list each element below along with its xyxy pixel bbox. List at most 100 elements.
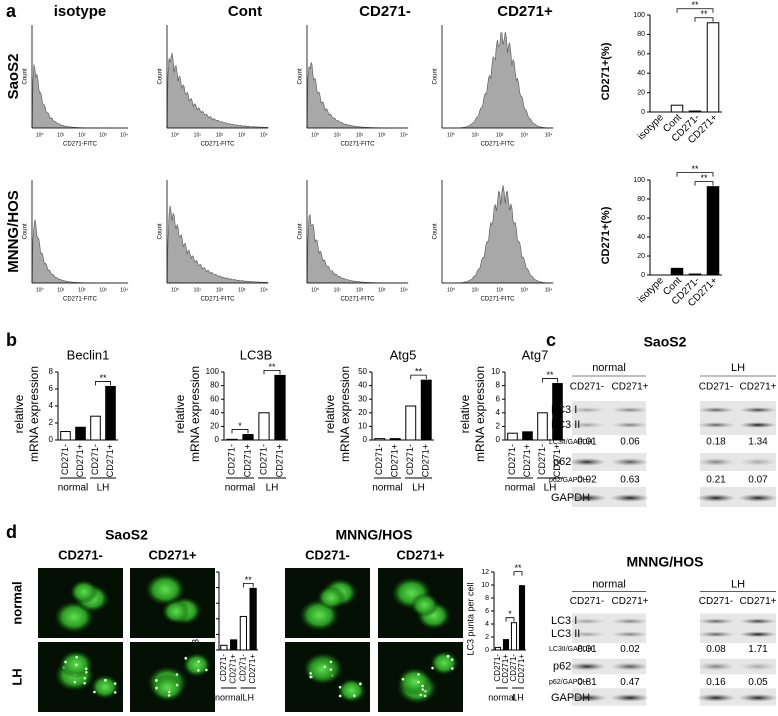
tick-label: 10³ — [238, 132, 246, 138]
tick-label: 10⁰ — [311, 287, 319, 293]
y-tick-label: 0 — [496, 435, 501, 444]
column-label: CD271+ — [396, 547, 444, 562]
y-tick-label: 8 — [496, 381, 501, 390]
histogram — [306, 62, 409, 129]
significance-label: ** — [691, 0, 699, 10]
axis-label: CD271-FITC — [340, 142, 375, 148]
x-tick-label: CD271+ — [390, 444, 400, 477]
x-tick-label: CD271+ — [75, 444, 85, 477]
column-label: CD271- — [58, 547, 103, 562]
y-axis-label: mRNA expression — [473, 366, 487, 462]
axis-label: Count — [433, 68, 439, 84]
y-tick-label: 10 — [491, 367, 500, 376]
ratio-label: LC3II/GAPDH — [549, 646, 593, 653]
tick-label: 10² — [496, 132, 504, 138]
y-tick-label: 60 — [210, 394, 219, 403]
x-tick-label: CD271- — [226, 444, 236, 475]
tick-label: 10¹ — [334, 287, 342, 293]
band — [697, 458, 735, 466]
band-label: LC3 I — [551, 404, 577, 416]
x-tick-label: CD271+ — [105, 444, 115, 477]
puncta — [83, 676, 87, 680]
lane-label: CD271- — [699, 382, 733, 393]
puncta — [338, 694, 342, 698]
blot-background — [572, 613, 646, 644]
axis-label: Count — [433, 223, 439, 239]
band — [567, 693, 607, 702]
axis-label: Count — [23, 223, 29, 239]
tick-label: 10² — [78, 287, 86, 293]
band — [739, 458, 777, 466]
y-tick-label: 80 — [637, 196, 645, 203]
lane-label: CD271+ — [612, 382, 649, 393]
group-label: LH — [412, 483, 425, 494]
y-tick-label: 20 — [210, 422, 219, 431]
tick-label: 10² — [496, 287, 504, 293]
blot-background — [572, 453, 646, 471]
bar — [537, 412, 548, 441]
puncta — [309, 675, 312, 679]
group-label: normal — [592, 579, 626, 591]
y-axis-label: relative — [323, 394, 337, 433]
tick-label: 10⁰ — [36, 132, 44, 138]
panel-label: c — [546, 330, 556, 350]
axis-label: Count — [158, 68, 164, 84]
axis-label: CD271-FITC — [480, 142, 515, 148]
blot-background — [700, 453, 776, 471]
y-tick-label: 40 — [637, 70, 645, 77]
axis-label: CD271-FITC — [480, 297, 515, 303]
ratio-value: 1.71 — [748, 644, 768, 655]
band — [738, 693, 778, 702]
puncta — [197, 669, 200, 672]
band — [568, 422, 606, 428]
y-axis-label: CD271+(%) — [600, 42, 612, 100]
tick-label: 10² — [78, 132, 86, 138]
puncta — [104, 679, 107, 682]
bar — [670, 267, 684, 276]
histogram — [306, 213, 409, 284]
band — [697, 422, 735, 428]
group-label: LH — [544, 483, 557, 494]
bar — [420, 379, 432, 441]
group-label: normal — [225, 483, 256, 494]
bar — [239, 615, 247, 651]
bar — [670, 104, 684, 113]
cell — [337, 678, 366, 703]
significance-label: ** — [245, 575, 253, 585]
panel-label: b — [6, 330, 17, 350]
y-tick-label: 6 — [485, 608, 489, 615]
band-label: LC3 I — [551, 615, 577, 627]
puncta — [175, 673, 179, 676]
tick-label: 10⁰ — [171, 287, 179, 293]
x-tick-label: CD271- — [405, 444, 415, 475]
group-label: normal — [58, 483, 89, 494]
ratio-value: 0.16 — [706, 677, 726, 688]
band — [697, 631, 735, 638]
y-tick-label: 100 — [633, 177, 645, 184]
ratio-value: 0.92 — [577, 475, 597, 486]
y-tick-label: 6 — [496, 394, 501, 403]
tick-label: 10⁰ — [311, 132, 319, 138]
puncta — [421, 684, 424, 688]
column-label: CD271- — [305, 547, 350, 562]
y-tick-label: 30 — [358, 394, 367, 403]
tick-label: 10⁰ — [36, 287, 44, 293]
puncta — [75, 655, 78, 659]
cell — [397, 667, 432, 696]
significance-label: ** — [514, 563, 522, 573]
band — [568, 631, 606, 638]
x-tick-label: CD271- — [238, 654, 247, 682]
y-axis-label: relative — [173, 394, 187, 433]
significance-bracket — [676, 172, 714, 177]
tick-label: 10² — [216, 132, 224, 138]
tick-label: 10⁴ — [120, 287, 128, 293]
band — [739, 422, 777, 428]
tick-label: 10² — [356, 132, 364, 138]
tick-label: 10² — [356, 287, 364, 293]
x-tick-label: CD271+ — [229, 654, 238, 684]
ratio-value: 0.05 — [748, 677, 768, 688]
band — [568, 662, 606, 671]
panel-label: a — [6, 1, 17, 21]
y-axis-label: mRNA expression — [188, 366, 202, 462]
tick-label: 10¹ — [334, 132, 342, 138]
